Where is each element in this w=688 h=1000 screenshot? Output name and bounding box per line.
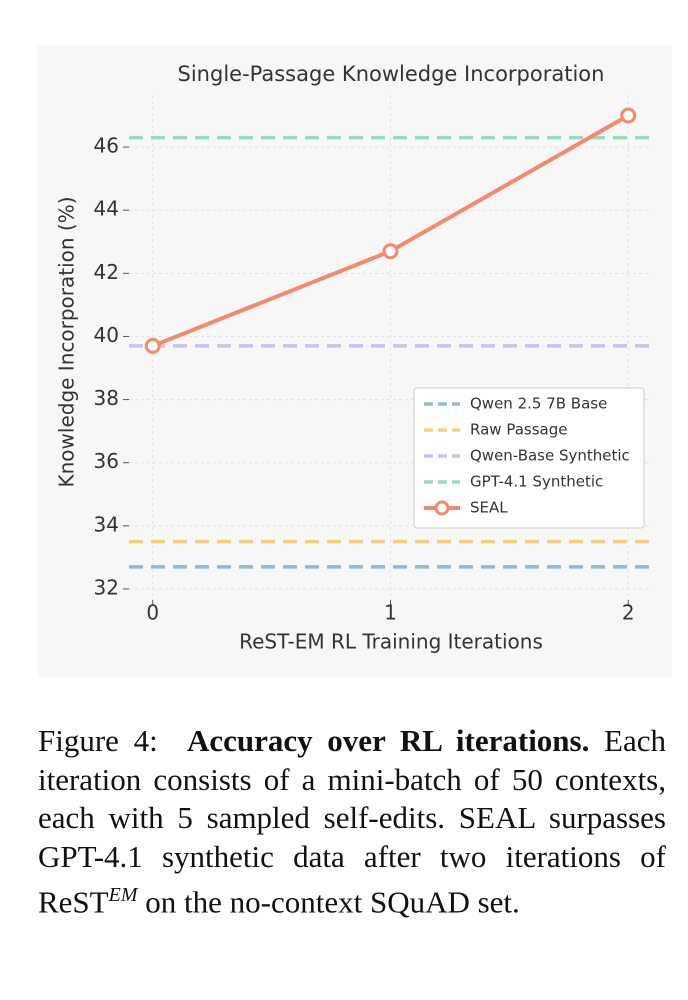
x-tick-label: 2: [622, 601, 635, 625]
x-tick-label: 0: [146, 601, 159, 625]
caption: Figure 4: Accuracy over RL iterations. E…: [38, 722, 666, 922]
chart: Single-Passage Knowledge Incorporation R…: [38, 45, 672, 678]
legend-label: Qwen 2.5 7B Base: [470, 395, 607, 413]
caption-tail: on the no-context SQuAD set.: [145, 884, 520, 920]
caption-bold: Accuracy over RL iterations.: [187, 723, 590, 758]
marker: [382, 243, 399, 260]
y-tick-label: 42: [94, 260, 119, 284]
caption-text: Each iteration consists of a mini-batch …: [38, 723, 666, 920]
x-axis-label: ReST-EM RL Training Iterations: [239, 630, 543, 654]
y-tick-label: 44: [94, 197, 119, 221]
caption-label: Figure 4:: [38, 723, 158, 758]
legend-label: Raw Passage: [470, 421, 567, 439]
y-axis-label: Knowledge Incorporation (%): [55, 196, 79, 487]
marker: [620, 107, 637, 124]
legend-label: GPT-4.1 Synthetic: [470, 473, 603, 491]
x-tick-label: 1: [384, 601, 397, 625]
legend-label: SEAL: [470, 499, 508, 517]
legend-marker: [434, 500, 450, 516]
y-tick-label: 36: [94, 449, 119, 473]
y-tick-label: 32: [94, 575, 119, 599]
caption-sup: EM: [108, 884, 138, 906]
y-tick-label: 38: [94, 386, 119, 410]
chart-title: Single-Passage Knowledge Incorporation: [178, 62, 605, 86]
y-tick-label: 34: [94, 512, 119, 536]
marker: [144, 337, 161, 354]
legend-label: Qwen-Base Synthetic: [470, 447, 630, 465]
y-tick-label: 40: [94, 323, 119, 347]
chart-background: [38, 45, 672, 678]
y-tick-label: 46: [94, 134, 119, 158]
legend-box: [413, 387, 645, 529]
